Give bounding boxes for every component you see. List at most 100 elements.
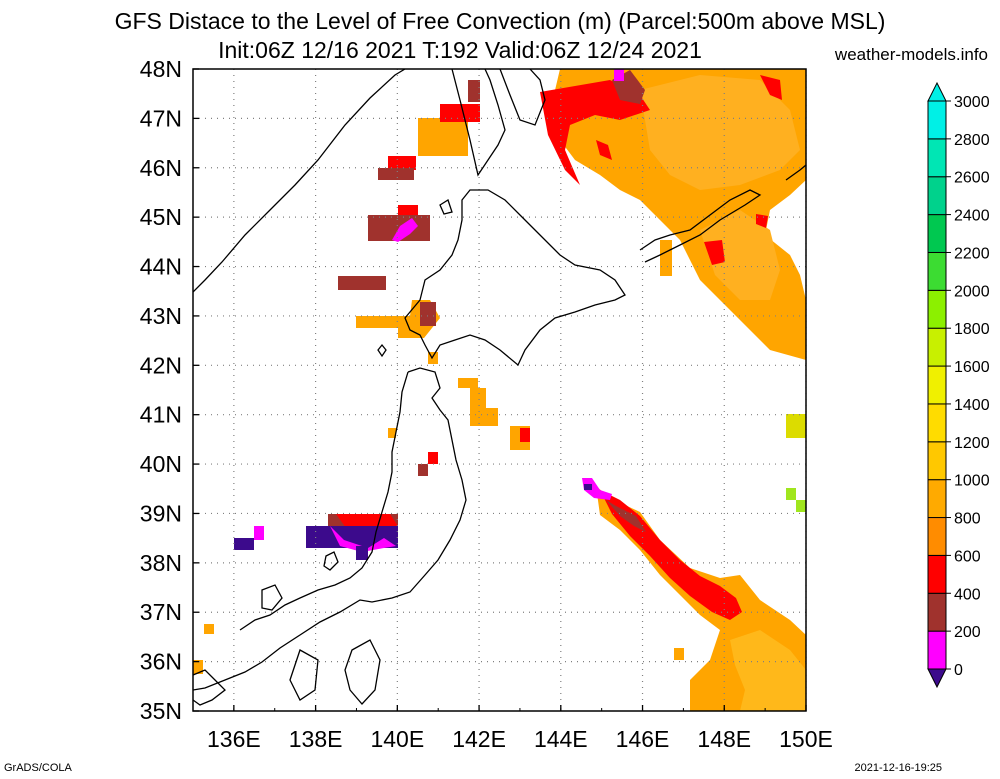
coast-asia-mainland xyxy=(193,69,406,293)
lfc-red-1 xyxy=(440,104,480,122)
y-tick-label: 47N xyxy=(140,105,182,131)
lfc-purple-1 xyxy=(234,538,254,550)
y-tick-label: 42N xyxy=(140,352,182,378)
site-credit: weather-models.info xyxy=(834,45,988,64)
colorbar-label: 1400 xyxy=(954,397,990,414)
lfc-orange-12 xyxy=(660,240,672,276)
y-tick-label: 37N xyxy=(140,599,182,625)
coast-sakhalin-west xyxy=(451,69,506,177)
coast-izu xyxy=(289,649,319,701)
colorbar-min-triangle xyxy=(927,668,947,689)
y-axis: 35N 36N 37N 38N 39N 40N 41N 42N 43N 44N 45N 46N 47N 4… xyxy=(140,56,199,724)
colorbar-label: 2200 xyxy=(954,245,990,262)
lfc-orange-8 xyxy=(388,428,396,438)
colorbar-label: 2000 xyxy=(954,283,990,300)
colorbar-swatch xyxy=(927,100,947,140)
lfc-orange-11 xyxy=(674,648,684,660)
x-axis: 136E 138E 140E 142E 144E 146E 148E 150E xyxy=(192,705,833,752)
coast-sado xyxy=(323,551,339,571)
y-tick-label: 38N xyxy=(140,550,182,576)
coast-honshu-west xyxy=(239,371,409,631)
colorbar: 0 200 400 600 800 1000 1200 1400 1600 1800 2000 220… xyxy=(927,81,990,689)
colorbar-label: 2600 xyxy=(954,170,990,187)
lfc-orange-2 xyxy=(356,300,440,338)
colorbar-swatch xyxy=(927,517,947,556)
lfc-orange-10 xyxy=(193,660,203,674)
x-tick-label: 138E xyxy=(289,726,343,752)
colorbar-swatch xyxy=(927,214,947,253)
lfc-orange-1 xyxy=(418,118,468,156)
x-tick-label: 142E xyxy=(452,726,506,752)
colorbar-label: 0 xyxy=(954,662,963,679)
coast-okushiri xyxy=(377,343,387,358)
colorbar-label: 1200 xyxy=(954,435,990,452)
map-title: GFS Distace to the Level of Free Convect… xyxy=(114,8,886,34)
colorbar-swatch xyxy=(927,403,947,443)
coast-rishiri xyxy=(439,199,453,215)
colorbar-label: 1000 xyxy=(954,473,990,490)
map-subtitle: Init:06Z 12/16 2021 T:192 Valid:06Z 12/2… xyxy=(218,37,702,63)
colorbar-swatch xyxy=(927,327,947,367)
lfc-orange-7 xyxy=(428,352,438,364)
lfc-orange-3 xyxy=(458,378,478,388)
lfc-red-ne-4 xyxy=(704,240,725,265)
lfc-magenta-ne xyxy=(614,69,624,81)
coast-honshu-north xyxy=(193,367,467,691)
lfc-field xyxy=(193,69,806,711)
lfc-red-ne xyxy=(540,80,650,185)
lfc-red-ne-2 xyxy=(760,75,782,100)
lfc-red-3 xyxy=(398,205,418,217)
footer-timestamp: 2021-12-16-19:25 xyxy=(854,762,942,774)
y-tick-label: 40N xyxy=(140,451,182,477)
lfc-red-6 xyxy=(520,428,530,442)
map-grid xyxy=(193,69,807,711)
lfc-green-2 xyxy=(796,500,806,512)
lfc-band-brown xyxy=(606,500,646,532)
colorbar-swatch xyxy=(927,630,947,670)
colorbar-swatch xyxy=(927,479,947,519)
y-tick-label: 39N xyxy=(140,500,182,526)
coast-noto xyxy=(261,584,283,611)
y-tick-label: 41N xyxy=(140,402,182,428)
colorbar-label: 2800 xyxy=(954,132,990,149)
lfc-green-1 xyxy=(786,488,796,500)
lfc-area-east-inner2 xyxy=(700,210,780,300)
x-tick-label: 144E xyxy=(534,726,588,752)
colorbar-swatch xyxy=(927,554,947,594)
coast-kuril xyxy=(639,189,762,263)
colorbar-label: 3000 xyxy=(954,94,990,111)
colorbar-label: 2400 xyxy=(954,208,990,225)
colorbar-max-triangle xyxy=(927,81,947,102)
coast-shikoku xyxy=(193,669,226,706)
colorbar-label: 200 xyxy=(954,624,981,641)
colorbar-label: 600 xyxy=(954,548,981,565)
y-tick-label: 35N xyxy=(140,698,182,724)
y-tick-label: 43N xyxy=(140,303,182,329)
coast-kamchatka-tip xyxy=(785,164,806,181)
coastlines xyxy=(193,69,806,706)
lfc-magenta-1 xyxy=(392,218,418,242)
lfc-band-light xyxy=(730,630,806,711)
lfc-magenta-3 xyxy=(330,526,396,552)
x-tick-label: 140E xyxy=(370,726,424,752)
colorbar-swatch xyxy=(927,592,947,632)
lfc-band-magenta xyxy=(582,478,612,500)
y-tick-label: 36N xyxy=(140,649,182,675)
map-frame xyxy=(192,68,807,712)
colorbar-swatch xyxy=(927,251,947,291)
colorbar-swatch xyxy=(927,176,947,216)
lfc-brown-2 xyxy=(378,168,414,180)
colorbar-label: 400 xyxy=(954,586,981,603)
y-tick-label: 44N xyxy=(140,254,182,280)
lfc-red-7 xyxy=(428,452,438,464)
lfc-brown-1 xyxy=(468,80,480,102)
lfc-magenta-2 xyxy=(254,526,264,540)
lfc-red-5 xyxy=(420,302,436,326)
footer-credit: GrADS/COLA xyxy=(4,762,72,774)
lfc-red-ne-5 xyxy=(756,214,768,228)
lfc-purple-2 xyxy=(306,526,398,548)
lfc-orange-9 xyxy=(204,624,214,634)
x-tick-label: 148E xyxy=(697,726,751,752)
colorbar-swatch xyxy=(927,365,947,405)
lfc-orange-5 xyxy=(484,408,498,426)
